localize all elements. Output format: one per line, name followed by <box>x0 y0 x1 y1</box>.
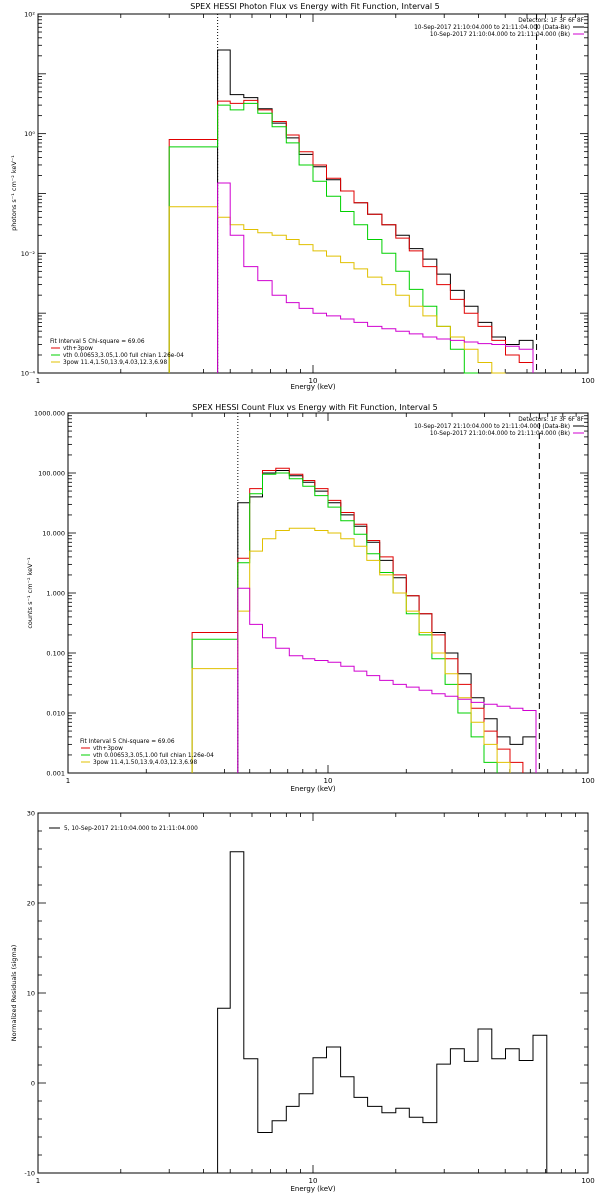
plot-frame <box>67 412 589 774</box>
legend-bottom-text: vth+3pow <box>93 746 123 752</box>
legend-bottom-text: Fit Interval 5 Chi-square = 69.06 <box>80 739 175 745</box>
x-axis-label: Energy (keV) <box>290 785 335 793</box>
legend-top-text: 10-Sep-2017 21:10:04.000 to 21:11:04.000… <box>414 25 570 31</box>
y-tick-label: 100.000 <box>38 470 65 478</box>
series-data-bk <box>217 49 534 373</box>
y-axis-label: Normalized Residuals (sigma) <box>10 945 18 1042</box>
series-3pow <box>168 206 506 374</box>
spectrum-series <box>168 49 534 374</box>
legend-bottom-text: 3pow 11.4,1.50,13.9,4.03,12.3,6.98 <box>63 360 167 366</box>
y-tick-label: 0.100 <box>46 650 65 658</box>
x-tick-label: 10 <box>309 1177 318 1185</box>
series-5-10-sep-2017-21-10-04-000-to-21-11-04-000 <box>217 851 548 1173</box>
y-tick-label: 30 <box>27 810 35 818</box>
legend-bottom-text: vth 0.00653,3.05,1.00 full chian 1.26e-0… <box>93 753 214 759</box>
legend-top-text: 10-Sep-2017 21:10:04.000 to 21:11:04.000… <box>414 424 570 430</box>
y-tick-label: 10² <box>24 11 35 19</box>
x-tick-label: 10 <box>324 777 333 785</box>
y-tick-label: 10⁻² <box>21 250 36 258</box>
y-tick-label: 10 <box>27 990 35 998</box>
x-tick-label: 100 <box>581 777 594 785</box>
y-tick-label: -10 <box>24 1170 35 1178</box>
x-tick-label: 1 <box>36 1177 40 1185</box>
panel-title: SPEX HESSI Photon Flux vs Energy with Fi… <box>190 2 440 11</box>
y-axis-label: photons s⁻¹ cm⁻² keV⁻¹ <box>10 155 18 231</box>
x-tick-label: 10 <box>309 377 318 385</box>
residuals-panel: 1 10 100 -10 0 10 20 30 5, 10-Sep-2017 21:10:04… <box>10 810 595 1194</box>
legend-bottom-text: vth 0.00653,3.05,1.00 full chian 1.26e-0… <box>63 353 184 359</box>
y-tick-label: 0.001 <box>46 770 65 778</box>
photon-flux-panel: SPEX HESSI Photon Flux vs Energy with Fi… <box>10 2 595 391</box>
x-axis-label: Energy (keV) <box>290 383 335 391</box>
legend-bottom-text: Fit Interval 5 Chi-square = 69.06 <box>50 339 145 345</box>
x-tick-label: 1 <box>66 777 70 785</box>
legend-top-text: Detectors: 1F 3F 6F 8F <box>518 18 584 24</box>
series-vth-3pow <box>191 467 524 773</box>
legend-top-text: 5, 10-Sep-2017 21:10:04.000 to 21:11:04.… <box>64 826 198 832</box>
legend-top: 5, 10-Sep-2017 21:10:04.000 to 21:11:04.… <box>49 826 198 832</box>
axis-ticks: 1 10 100 -10 0 10 20 30 <box>24 810 594 1186</box>
y-tick-label: 0.010 <box>46 710 65 718</box>
y-tick-label: 20 <box>27 900 35 908</box>
residual-series <box>217 851 548 1173</box>
legend-top-text: 10-Sep-2017 21:10:04.000 to 21:11:04.000… <box>430 431 570 437</box>
y-tick-label: 1.000 <box>46 590 65 598</box>
axis-ticks: 1 10 100 10⁻⁴ 10⁻² 10⁰ 10² <box>21 11 595 386</box>
plot-frame <box>37 13 589 374</box>
series-vth <box>168 102 478 374</box>
legend-top-text: 10-Sep-2017 21:10:04.000 to 21:11:04.000… <box>430 32 570 38</box>
y-tick-label: 10⁰ <box>24 130 35 138</box>
y-tick-label: 0 <box>31 1080 35 1088</box>
axis-ticks: 1 10 100 0.001 0.010 0.100 1.000 10.000 100.000 1… <box>34 410 595 786</box>
series-3pow <box>191 527 511 773</box>
energy-range-markers <box>217 14 538 373</box>
x-axis-label: Energy (keV) <box>290 1185 335 1193</box>
series-bk <box>217 182 534 373</box>
x-tick-label: 100 <box>581 377 594 385</box>
y-axis-label: counts s⁻¹ cm⁻² keV⁻¹ <box>26 557 34 629</box>
x-tick-label: 1 <box>36 377 40 385</box>
legend-top-text: Detectors: 1F 3F 6F 8F <box>518 417 584 423</box>
legend-bottom-text: 3pow 11.4,1.50,13.9,4.03,12.3,6.98 <box>93 760 197 766</box>
legend-bottom: Fit Interval 5 Chi-square = 69.06vth+3po… <box>50 339 184 366</box>
legend-bottom-text: vth+3pow <box>63 346 93 352</box>
plot-frame <box>37 812 589 1174</box>
series-vth <box>191 472 498 773</box>
y-tick-label: 10⁻⁴ <box>21 370 36 378</box>
spectrum-series <box>191 467 537 773</box>
count-flux-panel: SPEX HESSI Count Flux vs Energy with Fit… <box>26 403 595 793</box>
panel-title: SPEX HESSI Count Flux vs Energy with Fit… <box>192 403 437 412</box>
series-vth-3pow <box>168 99 534 373</box>
series-data-bk <box>237 470 537 773</box>
y-tick-label: 1000.000 <box>34 410 65 418</box>
y-tick-label: 10.000 <box>42 530 65 538</box>
legend-bottom: Fit Interval 5 Chi-square = 69.06vth+3po… <box>80 739 214 766</box>
x-tick-label: 100 <box>581 1177 594 1185</box>
series-bk <box>237 587 537 773</box>
